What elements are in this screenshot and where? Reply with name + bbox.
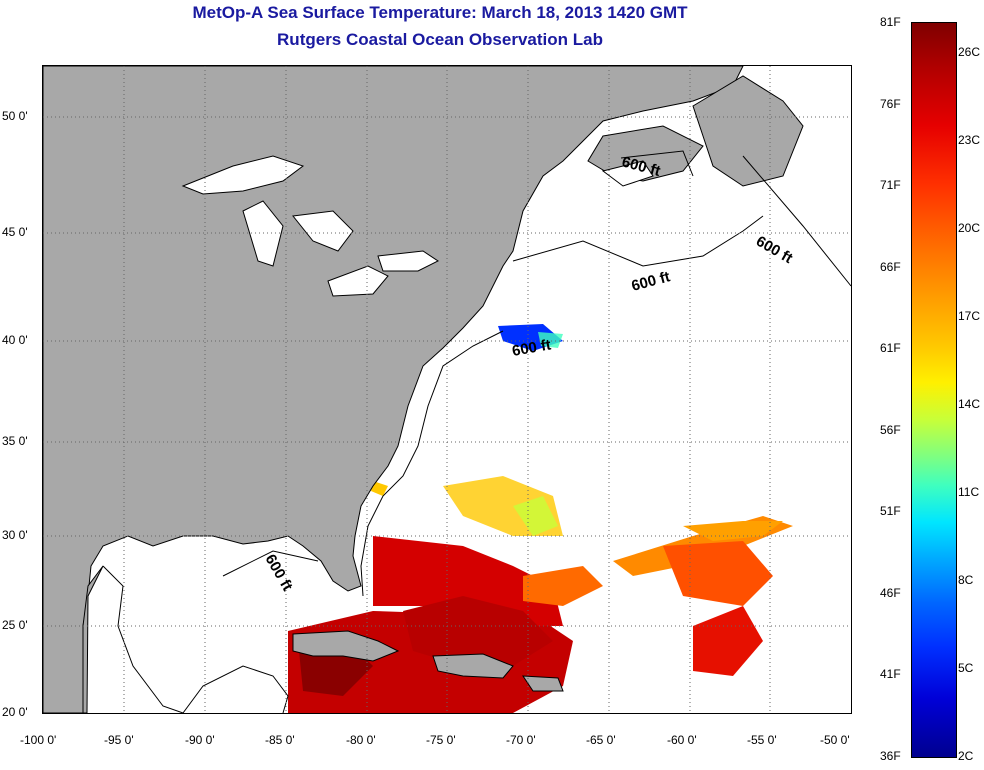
colorbar-f-label: 46F	[880, 586, 901, 600]
colorbar-f-label: 56F	[880, 423, 901, 437]
colorbar-gradient	[912, 23, 956, 757]
colorbar-f-label: 66F	[880, 260, 901, 274]
contour-label: 600 ft	[262, 552, 296, 594]
colorbar-c-label: 8C	[958, 573, 974, 587]
contour-label: 600 ft	[511, 336, 553, 360]
temperature-colorbar	[911, 22, 957, 758]
colorbar-c-label: 20C	[958, 221, 981, 235]
colorbar-f-label: 76F	[880, 97, 901, 111]
lat-tick-label: 45 0'	[2, 225, 28, 239]
lat-tick-label: 20 0'	[2, 705, 28, 719]
lon-tick-label: -55 0'	[747, 733, 777, 747]
colorbar-f-label: 51F	[880, 504, 901, 518]
colorbar-c-label: 23C	[958, 133, 981, 147]
map-title: MetOp-A Sea Surface Temperature: March 1…	[192, 3, 688, 22]
colorbar-c-label: 26C	[958, 45, 981, 59]
lat-tick-label: 35 0'	[2, 434, 28, 448]
lat-tick-label: 25 0'	[2, 618, 28, 632]
sst-map-canvas: 600 ft 600 ft 600 ft 600 ft 600 ft	[43, 66, 851, 713]
colorbar-c-label: 14C	[958, 397, 981, 411]
colorbar-c-label: 5C	[958, 661, 974, 675]
lon-tick-label: -65 0'	[586, 733, 616, 747]
great-lakes	[181, 155, 654, 297]
lat-tick-label: 50 0'	[2, 109, 28, 123]
lat-tick-label: 40 0'	[2, 333, 28, 347]
lon-tick-label: -70 0'	[506, 733, 536, 747]
lat-tick-label: 30 0'	[2, 528, 28, 542]
contour-label: 600 ft	[630, 268, 672, 295]
colorbar-f-label: 71F	[880, 178, 901, 192]
colorbar-f-label: 61F	[880, 341, 901, 355]
sst-map: 600 ft 600 ft 600 ft 600 ft 600 ft	[42, 65, 852, 714]
lon-tick-label: -50 0'	[820, 733, 850, 747]
lon-tick-label: -85 0'	[265, 733, 295, 747]
depth-contour	[102, 150, 851, 713]
lat-lon-grid	[43, 66, 851, 713]
lon-tick-label: -95 0'	[104, 733, 134, 747]
contour-label: 600 ft	[753, 233, 795, 267]
lon-tick-label: -60 0'	[667, 733, 697, 747]
colorbar-c-label: 2C	[958, 749, 974, 763]
colorbar-c-label: 17C	[958, 309, 981, 323]
lon-tick-label: -75 0'	[426, 733, 456, 747]
colorbar-f-label: 41F	[880, 667, 901, 681]
colorbar-f-label: 81F	[880, 15, 901, 29]
colorbar-c-label: 11C	[958, 485, 980, 499]
lon-tick-label: -80 0'	[346, 733, 376, 747]
lon-tick-label: -90 0'	[185, 733, 215, 747]
map-subtitle: Rutgers Coastal Ocean Observation Lab	[277, 30, 603, 49]
lon-tick-label: -100 0'	[20, 733, 57, 747]
colorbar-f-label: 36F	[880, 749, 901, 763]
